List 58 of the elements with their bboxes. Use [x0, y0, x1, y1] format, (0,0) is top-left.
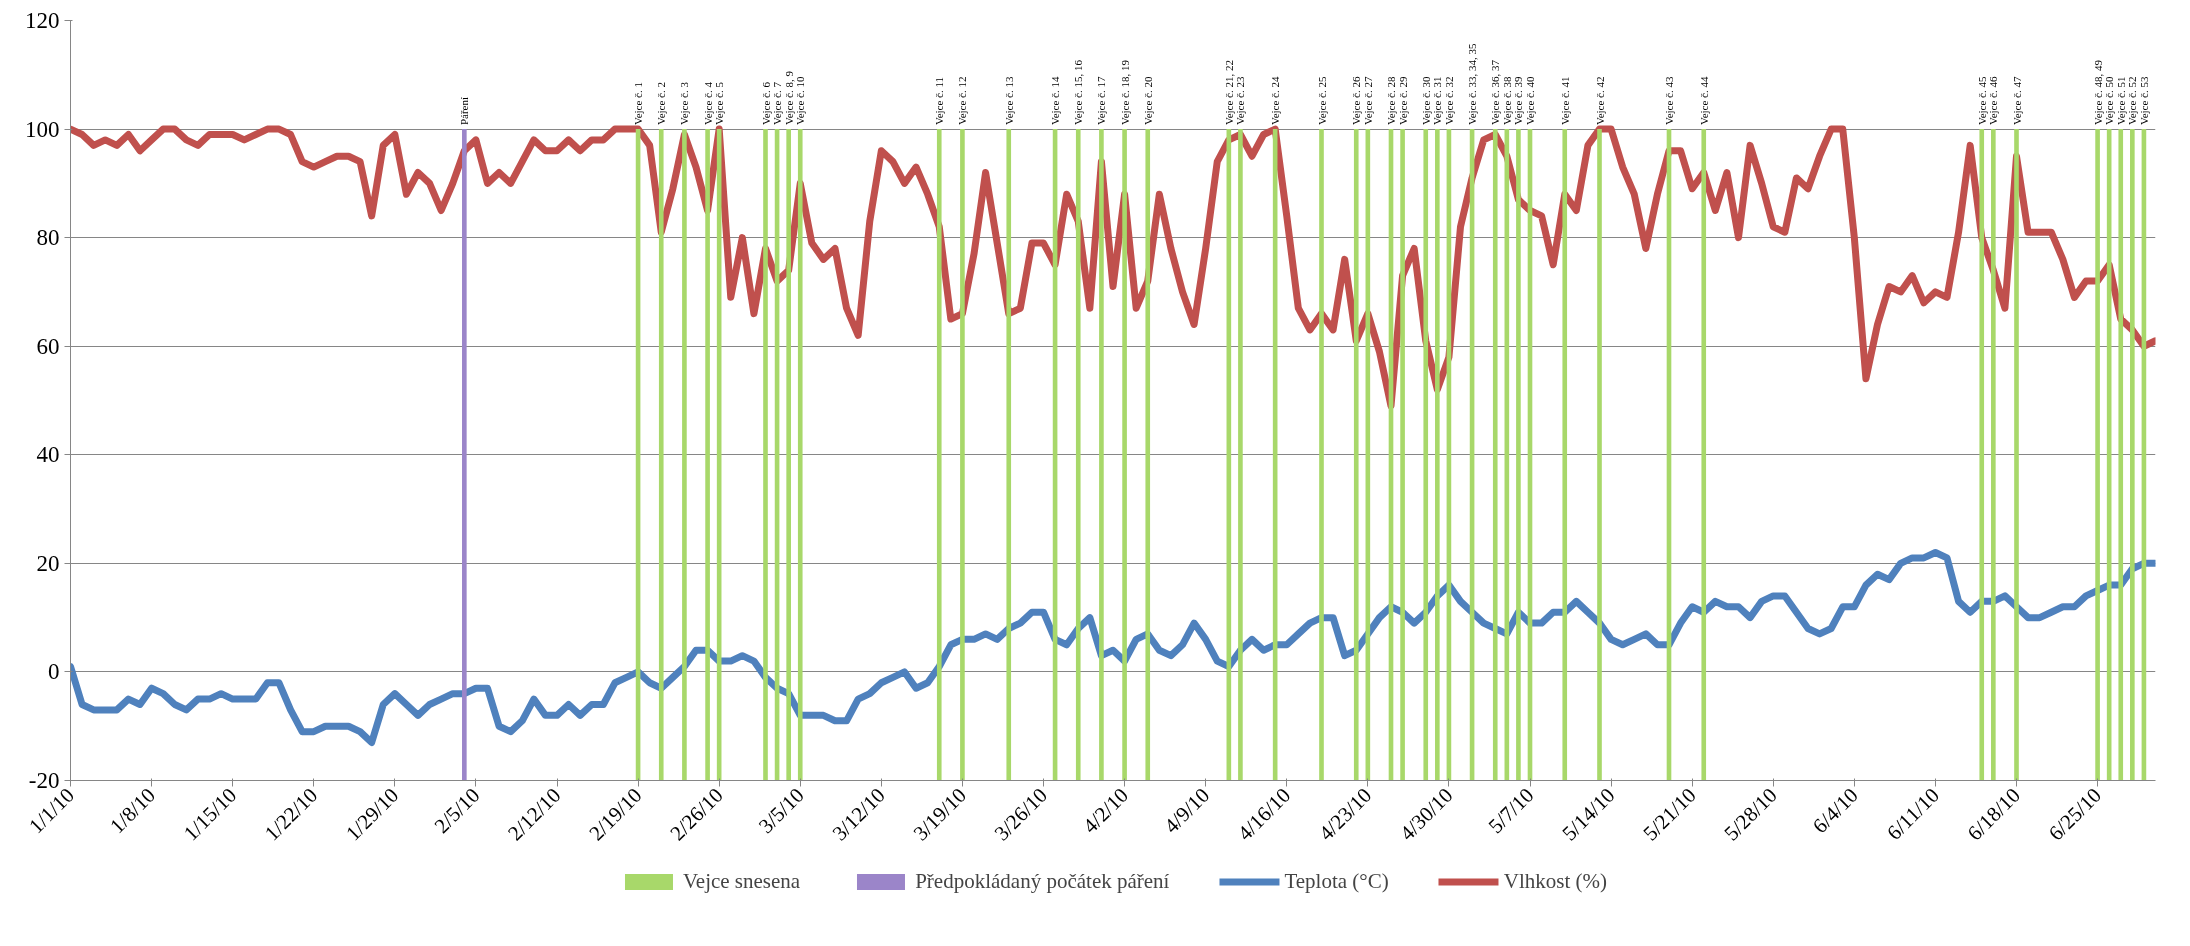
annotation: Vejce č. 11 [933, 76, 946, 126]
annotation: Vejce č. 44 [1697, 76, 1710, 126]
annotation: Vejce č. 47 [2010, 76, 2023, 126]
annotation: Vejce č. 26 [1350, 76, 1363, 126]
annotation: Vejce č. 31 [1431, 76, 1444, 126]
annotation: Vejce č. 48, 49 [2091, 59, 2104, 126]
annotation: Vejce č. 39 [1512, 76, 1525, 126]
y-tick-label: 40 [36, 442, 60, 468]
annotation: Vejce č. 30 [1419, 76, 1432, 126]
annotation: Vejce č. 52 [2126, 76, 2139, 126]
annotation: Vejce č. 36, 37 [1489, 59, 1502, 126]
annotation: Vejce č. 25 [1315, 76, 1328, 126]
annotation: Vejce č. 24 [1269, 76, 1282, 126]
legend-label: Vejce snesena [682, 868, 801, 894]
annotation: Vejce č. 3 [678, 81, 691, 126]
annotation: Vejce č. 50 [2103, 76, 2116, 126]
annotation: Vejce č. 27 [1361, 76, 1374, 126]
annotation: Vejce č. 33, 34, 35 [1466, 43, 1479, 126]
annotation: Páření [458, 96, 471, 126]
annotation: Vejce č. 4 [701, 81, 714, 126]
annotation: Vejce č. 13 [1002, 76, 1015, 126]
annotation: Vejce č. 23 [1234, 76, 1247, 126]
legend-label: Předpokládaný počátek páření [915, 868, 1170, 894]
annotation: Vejce č. 32 [1442, 76, 1455, 126]
annotation: Vejce č. 45 [1975, 76, 1988, 126]
annotation: Vejce č. 51 [2114, 76, 2127, 126]
annotation: Vejce č. 41 [1558, 76, 1571, 126]
annotation: Vejce č. 10 [794, 76, 807, 126]
legend-label: Teplota (°C) [1284, 868, 1389, 894]
legend-label: Vlhkost (%) [1503, 868, 1608, 894]
annotation: Vejce č. 8, 9 [782, 70, 795, 126]
annotation: Vejce č. 40 [1524, 76, 1536, 126]
annotation: Vejce č. 20 [1141, 76, 1154, 126]
y-tick-label: 80 [36, 225, 60, 251]
annotation: Vejce č. 17 [1095, 76, 1108, 126]
annotation: Vejce č. 38 [1500, 76, 1513, 126]
annotation: Vejce č. 12 [956, 76, 969, 126]
annotation: Vejce č. 6 [759, 81, 772, 126]
y-tick-label: -20 [28, 768, 60, 793]
annotation: Vejce č. 15, 16 [1072, 59, 1085, 126]
annotation: Vejce č. 14 [1049, 76, 1062, 126]
y-tick-label: 60 [36, 333, 60, 359]
annotation: Vejce č. 5 [713, 81, 726, 126]
y-tick-label: 100 [25, 116, 60, 142]
annotation: Vejce č. 46 [1987, 76, 2000, 126]
y-tick-label: 120 [25, 8, 60, 33]
annotation: Vejce č. 21, 22 [1222, 60, 1235, 126]
annotation: Vejce č. 28 [1385, 76, 1397, 126]
annotation: Vejce č. 18, 19 [1118, 59, 1131, 126]
annotation: Vejce č. 42 [1593, 76, 1606, 126]
y-tick-label: 20 [36, 550, 60, 576]
annotation: Vejce č. 53 [2137, 76, 2150, 126]
annotation: Vejce č. 2 [655, 82, 668, 126]
annotation: Vejce č. 7 [771, 81, 784, 126]
annotation: Vejce č. 43 [1663, 76, 1675, 126]
y-tick-label: 0 [48, 659, 60, 685]
annotation: Vejce č. 29 [1396, 76, 1409, 126]
annotation: Vejce č. 1 [632, 82, 645, 126]
